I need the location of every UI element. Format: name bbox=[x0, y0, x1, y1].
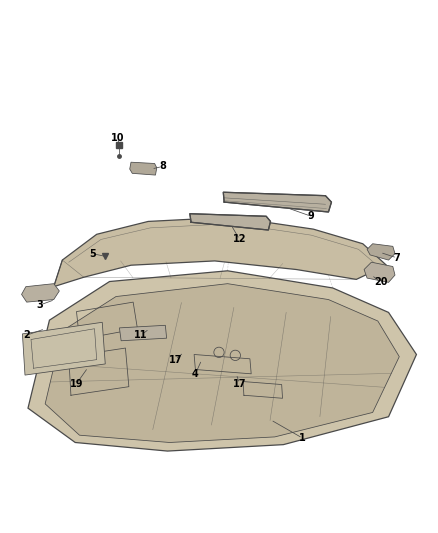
Text: 9: 9 bbox=[308, 211, 314, 221]
Text: 7: 7 bbox=[394, 253, 400, 263]
Text: 12: 12 bbox=[233, 235, 246, 245]
Polygon shape bbox=[190, 214, 271, 230]
Text: 10: 10 bbox=[111, 133, 125, 143]
Text: 17: 17 bbox=[169, 354, 182, 365]
Polygon shape bbox=[45, 284, 399, 442]
Text: 5: 5 bbox=[89, 248, 96, 259]
Polygon shape bbox=[21, 284, 59, 302]
Text: 20: 20 bbox=[374, 277, 388, 287]
Text: 17: 17 bbox=[233, 378, 246, 389]
Text: 1: 1 bbox=[299, 433, 306, 443]
Polygon shape bbox=[130, 162, 157, 175]
Polygon shape bbox=[28, 271, 417, 451]
Text: 2: 2 bbox=[23, 330, 30, 340]
Polygon shape bbox=[22, 322, 105, 375]
Text: 19: 19 bbox=[70, 378, 83, 389]
Polygon shape bbox=[120, 325, 166, 341]
Polygon shape bbox=[223, 192, 332, 212]
Polygon shape bbox=[364, 262, 395, 282]
Text: 4: 4 bbox=[192, 369, 199, 379]
Text: 3: 3 bbox=[36, 300, 43, 310]
Text: 8: 8 bbox=[159, 161, 166, 172]
Text: 11: 11 bbox=[134, 330, 148, 340]
Polygon shape bbox=[367, 244, 395, 260]
Polygon shape bbox=[54, 217, 386, 287]
